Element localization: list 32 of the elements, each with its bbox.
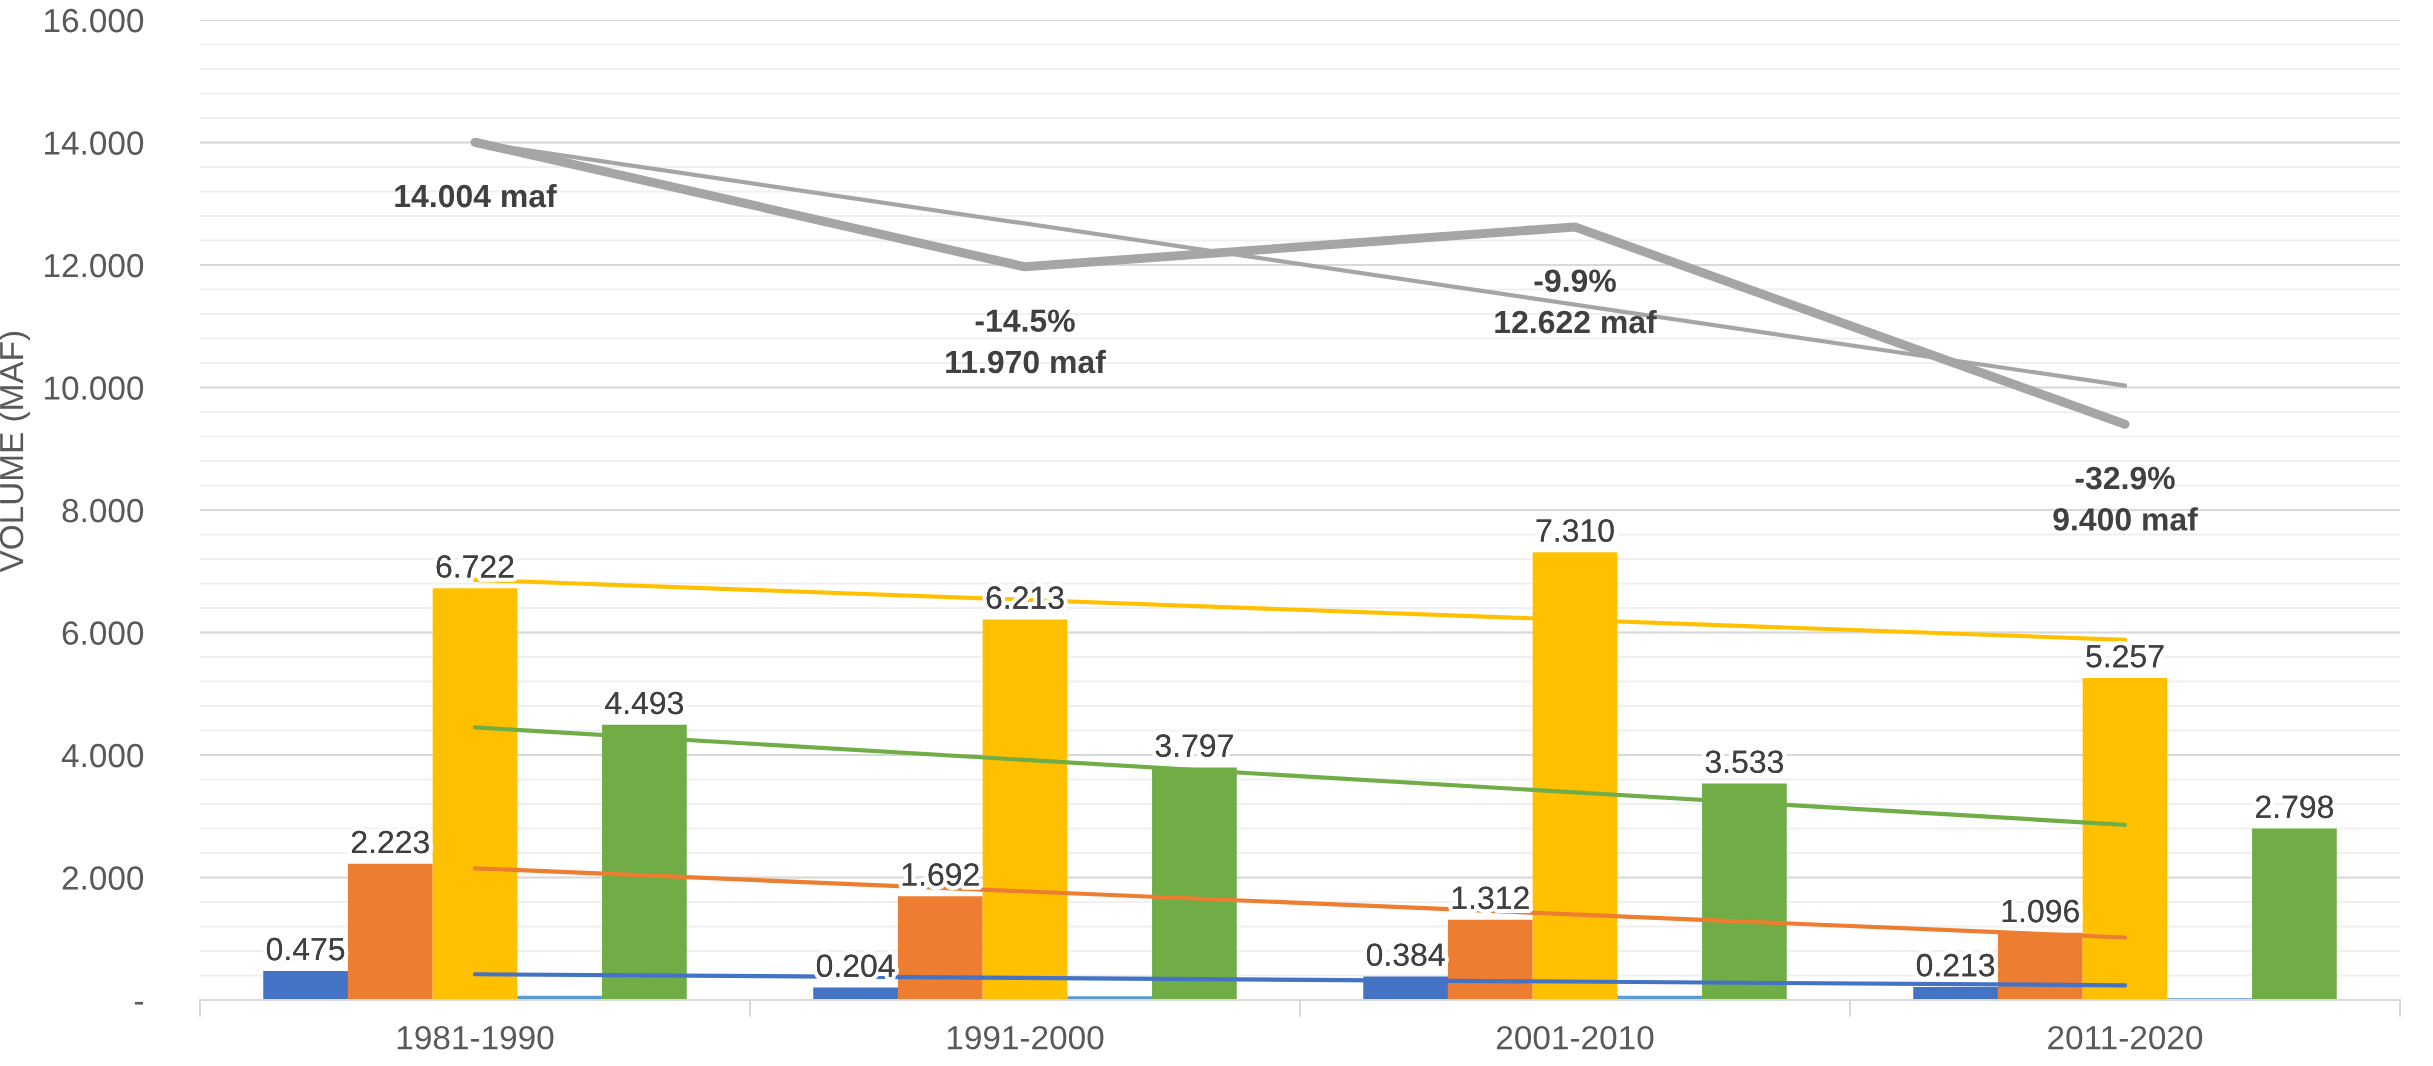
data-label: 3.533 <box>1705 750 1783 774</box>
x-tick-label: 2001-2010 <box>1496 1025 1654 1050</box>
data-label: 7.310 <box>1536 519 1614 542</box>
y-tick-label: 12.000 <box>45 253 144 278</box>
data-label: -32.9% 9.400 maf <box>2053 466 2198 531</box>
y-tick-label: 16.000 <box>45 8 144 33</box>
y-tick-label: 6.000 <box>62 621 144 645</box>
data-label: 3.797 <box>1155 734 1233 757</box>
data-label: 6.722 <box>436 555 514 578</box>
y-tick-label: 14.000 <box>45 131 144 155</box>
y-tick-label: 4.000 <box>61 743 144 768</box>
y-tick-label: 8.000 <box>62 498 144 523</box>
data-label: 5.257 <box>2086 644 2164 668</box>
data-label: 0.384 <box>1366 943 1445 966</box>
x-tick-label: 2011-2020 <box>2048 1025 2203 1050</box>
data-label: 1.312 <box>1452 886 1529 910</box>
data-label: 0.204 <box>816 954 895 978</box>
y-tick-label: 2.000 <box>62 866 144 890</box>
data-label: 4.493 <box>605 691 683 715</box>
data-label: 2.798 <box>2256 795 2333 819</box>
data-label: 2.223 <box>351 830 429 854</box>
data-label: 0.213 <box>1916 953 1995 977</box>
x-tick-label: 1981-1990 <box>397 1025 554 1050</box>
y-tick-label: - <box>134 1001 143 1005</box>
x-tick-label: 1991-2000 <box>947 1025 1104 1050</box>
data-label: 0.475 <box>266 937 345 961</box>
data-label: -14.5% 11.970 maf <box>946 309 1106 374</box>
y-tick-label: 10.000 <box>45 376 144 400</box>
data-label: 1.692 <box>902 863 979 886</box>
data-label: -9.9% 12.622 maf <box>1495 269 1657 334</box>
data-label: 1.096 <box>2002 899 2079 923</box>
data-label: 14.004 maf <box>395 183 557 208</box>
